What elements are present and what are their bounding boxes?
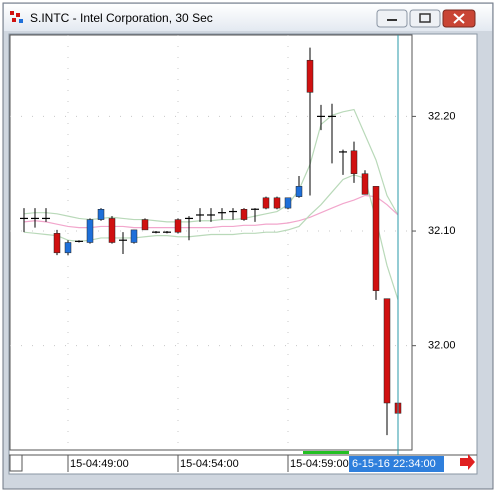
candle-body — [240, 209, 248, 220]
y-tick-label: 32.20 — [428, 110, 456, 122]
cursor-label-bg — [349, 456, 444, 472]
minimize-button[interactable] — [376, 9, 408, 28]
minimize-icon — [387, 19, 397, 21]
maximize-button[interactable] — [409, 9, 441, 28]
app-icon — [10, 11, 23, 23]
window-title: S.INTC - Intel Corporation, 30 Sec — [30, 11, 213, 25]
close-icon — [453, 13, 465, 24]
y-tick-label: 32.00 — [428, 340, 456, 352]
candle-body — [86, 219, 94, 243]
candle-body — [295, 186, 303, 197]
indicator-line — [23, 174, 399, 301]
range-indicator — [303, 451, 349, 454]
candle-body — [141, 219, 149, 231]
candle-body — [383, 298, 391, 404]
candle-body — [372, 186, 380, 291]
corner-box — [9, 454, 23, 472]
indicator-line — [23, 194, 399, 229]
candle-body — [262, 197, 270, 209]
x-tick-label: 15-04:59:00 — [290, 458, 349, 470]
maximize-icon — [419, 13, 431, 23]
candle-body — [361, 173, 369, 195]
x-tick-label: 15-04:54:00 — [180, 458, 239, 470]
candle-body — [174, 219, 182, 233]
candle-body — [64, 242, 72, 254]
candle-body — [97, 209, 105, 220]
candle-body — [108, 218, 116, 243]
candle-body — [350, 150, 358, 174]
candle-body — [273, 197, 281, 209]
y-tick-label: 32.10 — [428, 225, 456, 237]
candle-body — [53, 233, 61, 254]
x-tick-label: 15-04:49:00 — [70, 458, 129, 470]
scroll-arrow[interactable] — [460, 454, 475, 470]
candle-body — [284, 197, 292, 209]
plot-frame — [9, 34, 413, 451]
cursor-label: 6-15-16 22:34:00 — [352, 458, 436, 470]
candle-body — [130, 229, 138, 243]
candle-body — [306, 59, 314, 93]
